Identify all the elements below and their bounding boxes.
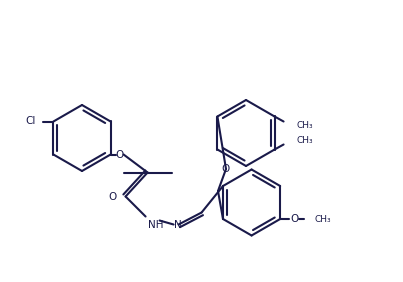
- Text: CH₃: CH₃: [297, 136, 313, 145]
- Text: CH₃: CH₃: [297, 121, 313, 130]
- Text: O: O: [222, 164, 230, 174]
- Text: O: O: [115, 149, 124, 160]
- Text: O: O: [108, 193, 116, 202]
- Text: O: O: [290, 214, 298, 224]
- Text: Cl: Cl: [25, 116, 35, 127]
- Text: NH: NH: [147, 221, 163, 230]
- Text: N: N: [174, 219, 181, 230]
- Text: CH₃: CH₃: [314, 215, 331, 224]
